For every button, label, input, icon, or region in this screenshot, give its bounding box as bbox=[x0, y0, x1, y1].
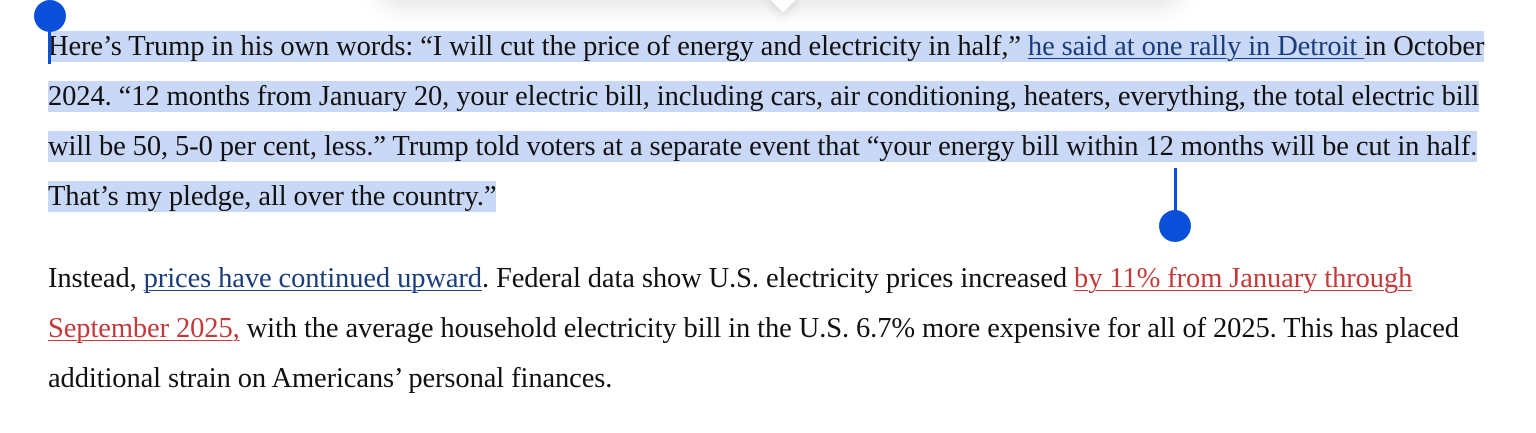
prices-upward-link[interactable]: prices have continued upward bbox=[143, 263, 482, 294]
popover-arrow bbox=[767, 0, 799, 13]
selection-start-caret bbox=[48, 22, 51, 64]
price-increase-link[interactable]: by 11% from January through September 20… bbox=[48, 263, 1413, 344]
paragraph-text: with the average household electricity b… bbox=[48, 313, 1459, 394]
paragraph-text: in October 2024. “12 months from January… bbox=[48, 31, 1485, 212]
selection-end-caret bbox=[1174, 168, 1177, 214]
paragraph-quote[interactable]: Here’s Trump in his own words: “I will c… bbox=[48, 22, 1520, 222]
paragraph-text: . Federal data show U.S. electricity pri… bbox=[481, 263, 1075, 294]
article-body: Here’s Trump in his own words: “I will c… bbox=[48, 22, 1520, 404]
paragraph-text: Here’s Trump in his own words: “I will c… bbox=[48, 31, 1028, 62]
selection-end-handle[interactable] bbox=[1159, 210, 1191, 242]
paragraph-prices: Instead, prices have continued upward. F… bbox=[48, 254, 1520, 404]
text-selection[interactable]: Here’s Trump in his own words: “I will c… bbox=[48, 31, 1484, 212]
detroit-rally-link[interactable]: he said at one rally in Detroit bbox=[1027, 31, 1365, 62]
paragraph-text: Instead, bbox=[48, 263, 144, 294]
